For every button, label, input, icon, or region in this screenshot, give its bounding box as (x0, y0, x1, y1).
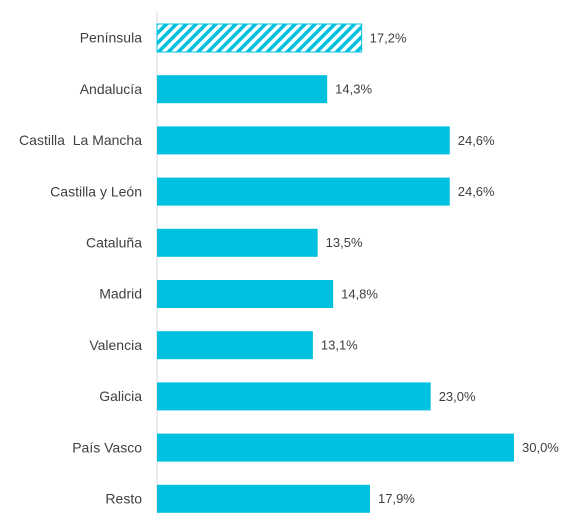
category-label: Península (80, 30, 142, 46)
bar (157, 280, 334, 308)
bar (157, 331, 313, 360)
bar (157, 228, 318, 257)
data-label: 17,2% (370, 30, 407, 45)
category-label: Madrid (99, 286, 142, 302)
data-label: 14,3% (335, 82, 372, 97)
data-label: 14,8% (341, 286, 378, 301)
category-label: Galicia (99, 388, 142, 404)
bar (156, 23, 363, 53)
data-label: 13,5% (326, 235, 363, 250)
category-label: Castilla La Mancha (19, 132, 142, 148)
data-label: 30,0% (522, 440, 559, 455)
category-label: Castilla y León (50, 183, 142, 199)
bar (157, 177, 450, 206)
data-label: 13,1% (321, 338, 358, 353)
category-label: Resto (105, 491, 142, 507)
category-label: Cataluña (86, 235, 142, 251)
data-label: 23,0% (439, 389, 476, 404)
bar (157, 126, 450, 155)
bar (157, 382, 431, 411)
category-label: Andalucía (80, 81, 142, 97)
bar (157, 484, 371, 513)
data-label: 24,6% (458, 133, 495, 148)
data-label: 24,6% (458, 184, 495, 199)
category-label: País Vasco (72, 439, 142, 455)
category-label: Valencia (89, 337, 142, 353)
bar (157, 433, 514, 462)
data-label: 17,9% (378, 491, 415, 506)
bar (157, 75, 328, 104)
